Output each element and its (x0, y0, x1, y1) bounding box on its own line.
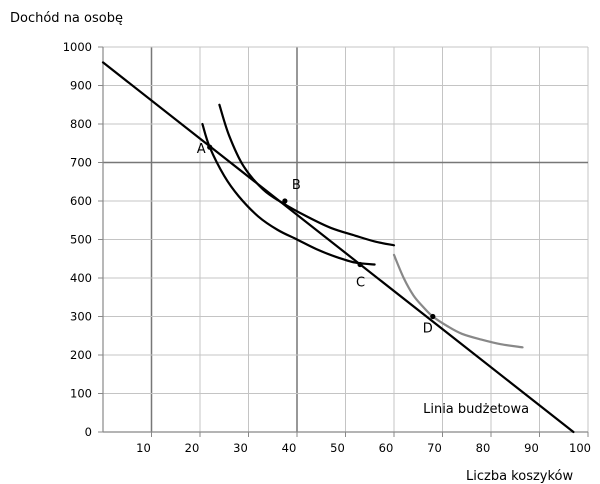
point-marker (430, 313, 436, 320)
point-marker (282, 198, 288, 204)
x-tick-label: 70 (427, 441, 442, 455)
y-tick-label: 0 (85, 425, 92, 439)
point-marker (207, 144, 213, 150)
x-tick-label: 100 (569, 441, 591, 455)
y-tick-label: 600 (70, 194, 92, 208)
y-tick-label: 500 (70, 233, 92, 247)
x-tick-label: 90 (524, 441, 539, 455)
annotations: Linia budżetowa (423, 402, 529, 417)
y-tick-label: 700 (70, 156, 92, 170)
y-tick-label: 400 (70, 271, 92, 285)
indifference-curve-1 (201, 122, 376, 266)
y-axis-title: Dochód na osobę (10, 11, 123, 26)
point-label-a: A (197, 142, 206, 157)
grid (103, 46, 589, 432)
x-tick-label: 60 (379, 441, 394, 455)
point-label-c: C (356, 276, 365, 291)
axes: 0 100 200 300 400 500 600 700 800 900 1000 10 20 30 40… (63, 40, 591, 455)
indifference-curve-2 (218, 103, 396, 247)
x-tick-label: 30 (233, 441, 248, 455)
point-label-d: D (423, 322, 433, 337)
x-tick-label: 10 (136, 441, 151, 455)
x-tick-label: 20 (185, 441, 200, 455)
x-tick-label: 50 (330, 441, 345, 455)
y-tick-label: 200 (70, 348, 92, 362)
budget-line-label: Linia budżetowa (423, 402, 529, 417)
y-tick-label: 1000 (63, 40, 92, 54)
indifference-curve-3 (392, 253, 524, 349)
x-tick-label: 80 (476, 441, 491, 455)
y-tick-label: 100 (70, 387, 92, 401)
x-tick-label: 40 (282, 441, 297, 455)
point-labels: A B C D (197, 142, 436, 337)
x-axis-title: Liczba koszyków (466, 469, 574, 484)
y-tick-label: 900 (70, 79, 92, 93)
y-tick-label: 800 (70, 117, 92, 131)
y-tick-label: 300 (70, 310, 92, 324)
point-label-b: B (292, 178, 301, 193)
series-group (101, 61, 575, 434)
budget-line (101, 61, 575, 434)
point-marker (357, 261, 363, 268)
